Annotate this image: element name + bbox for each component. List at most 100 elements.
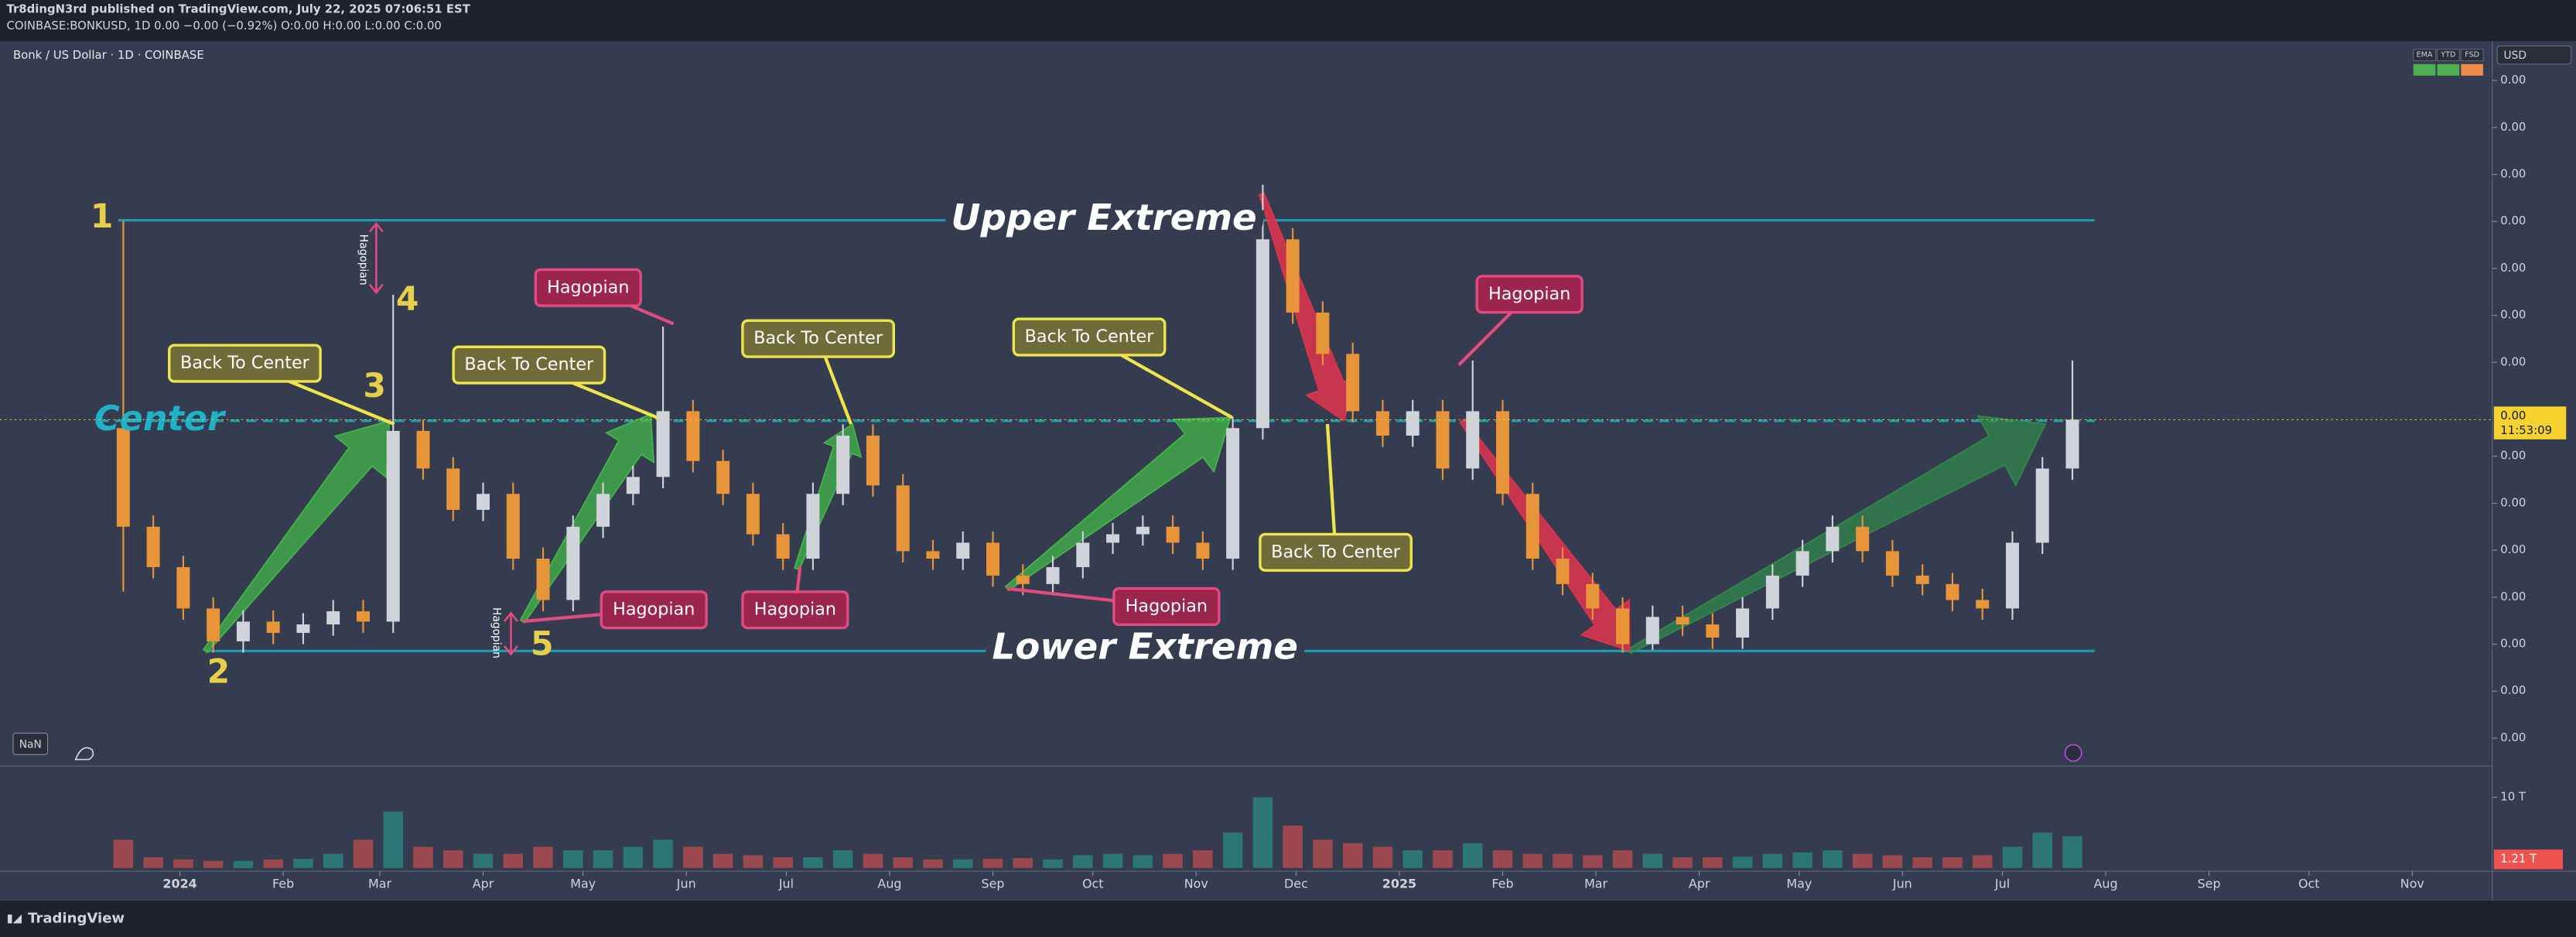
candle-body <box>836 436 850 494</box>
x-tick-label: Aug <box>877 877 901 891</box>
hagopian-box <box>534 268 642 307</box>
back-to-center-box <box>168 344 322 383</box>
y-tick-label: 0.00 <box>2500 214 2526 227</box>
volume-bar <box>113 840 134 868</box>
hagopian: Hagopian <box>613 600 695 620</box>
candle-body <box>1016 575 1030 584</box>
volume-bar <box>1342 843 1363 868</box>
candle-body <box>536 559 550 600</box>
candle-body <box>1256 239 1269 429</box>
volume-bar <box>803 857 823 868</box>
candle-body <box>986 542 1000 576</box>
candle-body <box>956 542 970 559</box>
indicator-badge[interactable] <box>2437 49 2460 62</box>
currency-box[interactable] <box>2496 45 2572 65</box>
volume-bar <box>1073 855 1093 868</box>
hagopian: Hagopian <box>547 277 629 297</box>
hagopian: Hagopian <box>754 600 836 620</box>
volume-bar <box>1642 853 1663 868</box>
back-to-center-box <box>452 345 606 385</box>
indicator-badge[interactable] <box>2460 49 2484 62</box>
volume-bar <box>1882 855 1903 868</box>
volume-last-box <box>2493 849 2564 870</box>
back-to-center-box <box>1012 317 1167 357</box>
hagopian: Hagopian <box>1488 284 1570 304</box>
volume-bar <box>1912 857 1932 868</box>
y-tick-label: 0.00 <box>2500 495 2526 509</box>
candle-body <box>1946 583 1959 600</box>
volume-bar <box>1193 850 1213 868</box>
volume-bar <box>1972 855 1993 868</box>
y-tick-label: 0.00 <box>2500 308 2526 322</box>
volume-bar <box>1283 826 1303 868</box>
volume-bar <box>383 811 403 868</box>
candle-body <box>806 494 820 559</box>
volume-bar <box>1252 797 1273 868</box>
volume-bar <box>832 850 853 868</box>
candle-body <box>1106 534 1120 543</box>
event-icon[interactable] <box>2064 744 2082 762</box>
volume-bar <box>1133 855 1153 868</box>
y-tick-label: 0.00 <box>2500 637 2526 651</box>
candle-body <box>1915 575 1929 584</box>
x-tick-label: 2025 <box>1382 877 1416 891</box>
publisher: Tr8dingN3rd published on TradingView.com… <box>6 2 470 16</box>
hagopian: Hagopian <box>1126 596 1208 616</box>
candle-body <box>1586 583 1600 609</box>
wave-number: 1 <box>91 198 114 236</box>
candle-body <box>626 477 640 494</box>
volume-bar <box>1583 855 1603 868</box>
x-tick-label: Mar <box>1584 877 1607 891</box>
candle-body <box>477 494 490 510</box>
volume-bar <box>1402 850 1423 868</box>
volume-bar <box>2002 846 2023 868</box>
x-tick-label: Sep <box>2198 877 2221 891</box>
volume-bar <box>1462 843 1483 868</box>
candle-body <box>1885 551 1899 576</box>
hagopian-box <box>600 590 708 630</box>
y-tick-label: 0.00 <box>2500 120 2526 134</box>
hagopian-vertical: Hagopian <box>357 234 369 286</box>
x-tick-label: Feb <box>1491 877 1513 891</box>
candle-body <box>1495 411 1509 494</box>
x-tick-label: Nov <box>1184 877 1208 891</box>
y-tick-label: 0.00 <box>2500 542 2526 556</box>
volume-bar <box>982 858 1003 868</box>
volume-bar <box>1852 853 1873 868</box>
volume-bar <box>683 846 703 868</box>
x-tick-label: Jul <box>1994 877 2010 891</box>
dino-icon <box>74 747 94 761</box>
indicator-badge[interactable] <box>2413 49 2436 62</box>
back-to-center-pointer <box>1325 424 1338 552</box>
candle-body <box>1765 575 1779 609</box>
volume-bar <box>653 840 673 868</box>
x-tick-label: Oct <box>2298 877 2320 891</box>
candle-body <box>1226 428 1240 559</box>
candle-body <box>146 526 160 567</box>
x-tick-label: Apr <box>1689 877 1710 891</box>
volume-bar <box>2032 833 2052 868</box>
volume-bar <box>563 850 583 868</box>
back-to-center: Back To Center <box>180 353 310 373</box>
volume-bar <box>1163 853 1183 868</box>
candle-body <box>1826 526 1840 552</box>
volume-bar <box>953 859 973 868</box>
candle-body <box>776 534 790 559</box>
candle-body <box>1525 494 1539 559</box>
volume-bar <box>293 858 313 868</box>
footer-bar <box>0 901 2576 937</box>
candle-body <box>1976 600 1990 609</box>
x-tick-label: May <box>570 877 596 891</box>
candle-body <box>1286 239 1300 313</box>
wave-number: 4 <box>396 280 419 318</box>
candle-body <box>1795 551 1809 576</box>
candle-body <box>386 430 400 622</box>
candle-body <box>446 468 460 510</box>
volume-bar <box>1612 850 1633 868</box>
candle-body <box>1346 354 1360 412</box>
indicator-label: YTD <box>2440 51 2455 60</box>
volume-bar <box>593 850 613 868</box>
chart-panel <box>0 41 2576 901</box>
x-tick-label: Oct <box>1082 877 1104 891</box>
